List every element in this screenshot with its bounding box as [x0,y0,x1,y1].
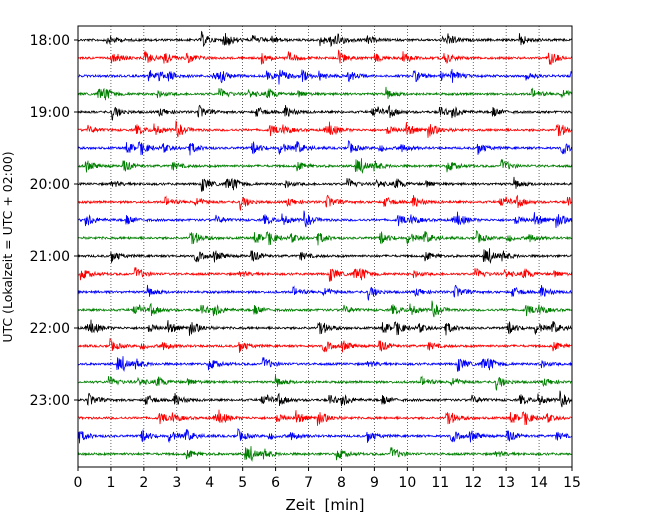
y-tick-label: 23:00 [30,393,70,409]
x-tick-label: 2 [139,475,148,491]
trace-2315 [77,409,573,426]
y-tick-label: 21:00 [30,249,70,265]
trace-2000 [77,176,573,192]
y-axis-label: UTC (Lokalzeit = UTC + 02:00) [0,151,15,342]
trace-2200 [77,319,572,336]
trace-2015 [77,194,573,211]
x-tick-label: 1 [106,475,115,491]
x-tick-label: 9 [370,475,379,491]
trace-1830 [77,68,573,85]
trace-1945 [77,158,573,175]
trace-layer [77,30,573,463]
trace-2145 [77,300,573,318]
trace-1915 [77,120,573,138]
trace-1815 [77,49,573,66]
y-tick-label: 20:00 [30,177,70,193]
trace-2230 [77,356,572,373]
x-axis-ticks: 0 1 2 3 4 5 6 7 8 9 10 11 12 13 14 15 [74,467,581,491]
x-axis-label: Zeit [min] [285,496,364,514]
trace-2045 [77,230,573,246]
x-tick-label: 13 [497,475,515,491]
y-axis-ticks: 18:00 19:00 20:00 21:00 22:00 23:00 [30,33,78,409]
plot-frame [77,25,573,468]
x-tick-label: 14 [530,475,548,491]
trace-2215 [77,338,573,353]
trace-2330 [77,428,573,444]
x-tick-label: 6 [271,475,280,491]
x-tick-label: 15 [563,475,581,491]
y-tick-label: 18:00 [30,33,70,49]
trace-2030 [77,210,573,228]
x-tick-label: 8 [337,475,346,491]
trace-2245 [77,374,573,391]
x-tick-label: 11 [431,475,449,491]
x-tick-label: 0 [74,475,83,491]
trace-2100 [77,248,573,265]
x-tick-label: 12 [464,475,482,491]
trace-1900 [77,104,573,121]
trace-2115 [77,267,573,282]
trace-2130 [77,284,573,301]
x-tick-label: 7 [304,475,313,491]
trace-2300 [77,390,573,408]
x-tick-label: 10 [398,475,416,491]
y-tick-label: 19:00 [30,105,70,121]
trace-1800 [77,30,573,48]
y-tick-label: 22:00 [30,321,70,337]
trace-1930 [77,140,573,156]
x-tick-label: 3 [172,475,181,491]
x-tick-label: 4 [205,475,214,491]
trace-1845 [77,86,573,101]
trace-2345 [77,446,573,463]
x-tick-label: 5 [238,475,247,491]
